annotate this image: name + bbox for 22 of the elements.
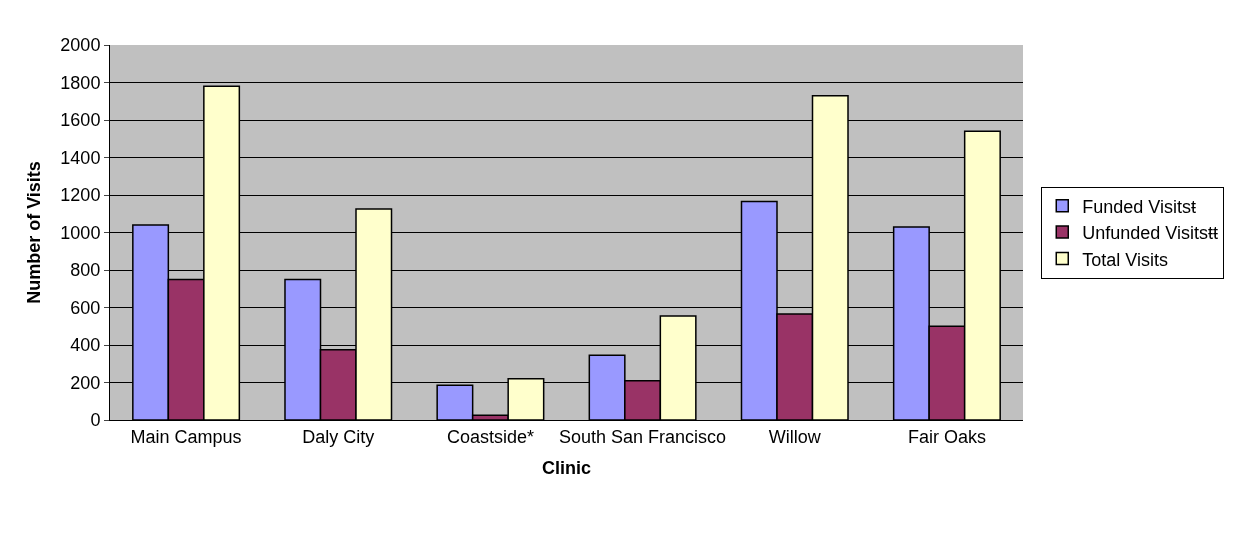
x-tick-label: Willow (768, 426, 822, 447)
y-axis-title: Number of Visits (23, 161, 44, 304)
y-tick-label: 0 (90, 410, 101, 431)
y-tick-label: 1600 (60, 110, 101, 131)
x-tick-label: Daly City (302, 426, 375, 447)
y-tick-label: 1400 (60, 147, 101, 168)
y-tick-label: 1800 (60, 72, 101, 93)
y-tick-label: 400 (70, 335, 101, 356)
legend-label: Funded Visitsŧ (1082, 196, 1196, 217)
y-tick-label: 800 (70, 260, 101, 281)
x-tick-label: Main Campus (130, 426, 242, 447)
x-axis-title: Clinic (541, 457, 592, 478)
legend-label: Total Visits (1082, 249, 1168, 270)
y-tick-label: 600 (70, 297, 101, 318)
y-tick-label: 2000 (60, 35, 101, 56)
x-tick-label: Coastside* (446, 426, 534, 447)
y-tick-label: 1200 (60, 185, 101, 206)
y-tick-label: 1000 (60, 222, 101, 243)
x-tick-label: Fair Oaks (907, 426, 986, 447)
x-tick-label: South San Francisco (559, 426, 727, 447)
legend-label: Unfunded Visitsŧŧ (1082, 223, 1219, 244)
y-tick-label: 200 (70, 372, 101, 393)
